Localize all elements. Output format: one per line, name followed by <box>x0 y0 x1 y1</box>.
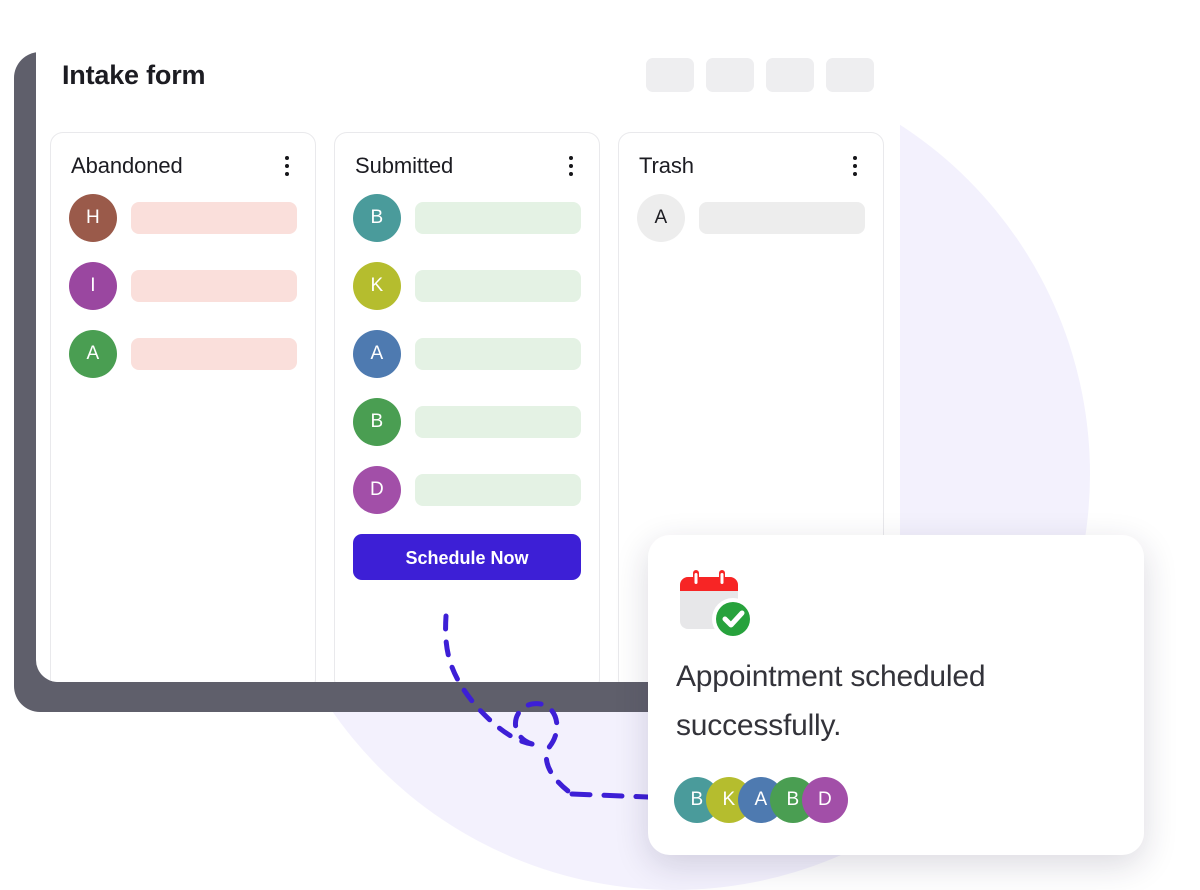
header-chip-group <box>646 58 874 92</box>
avatar: B <box>353 398 401 446</box>
avatar: A <box>69 330 117 378</box>
avatar: H <box>69 194 117 242</box>
list-item[interactable]: B <box>353 194 581 242</box>
kebab-menu-icon[interactable] <box>279 152 295 180</box>
row-placeholder-bar <box>131 270 297 302</box>
list-item[interactable]: H <box>69 194 297 242</box>
avatar: B <box>353 194 401 242</box>
list-item[interactable]: A <box>353 330 581 378</box>
column-title-trash: Trash <box>639 153 694 178</box>
notification-message: Appointment scheduled successfully. <box>676 660 986 742</box>
avatar: D <box>353 466 401 514</box>
column-rows-trash: A <box>619 180 883 242</box>
row-placeholder-bar <box>415 270 581 302</box>
calendar-check-icon <box>676 565 756 648</box>
list-item[interactable]: A <box>69 330 297 378</box>
kebab-menu-icon[interactable] <box>563 152 579 180</box>
list-item[interactable]: A <box>637 194 865 242</box>
column-submitted: Submitted B K A <box>334 132 600 682</box>
list-item[interactable]: I <box>69 262 297 310</box>
schedule-now-button[interactable]: Schedule Now <box>353 534 581 580</box>
column-rows-submitted: B K A B D <box>335 180 599 514</box>
column-title-submitted: Submitted <box>355 153 454 178</box>
list-item[interactable]: B <box>353 398 581 446</box>
list-item[interactable]: K <box>353 262 581 310</box>
column-abandoned: Abandoned H I A <box>50 132 316 682</box>
list-item[interactable]: D <box>353 466 581 514</box>
avatar: A <box>353 330 401 378</box>
avatar: K <box>353 262 401 310</box>
header-chip-4[interactable] <box>826 58 874 92</box>
row-placeholder-bar <box>415 202 581 234</box>
header-chip-2[interactable] <box>706 58 754 92</box>
row-placeholder-bar <box>131 338 297 370</box>
notification-avatar-group: B K A B D <box>674 777 848 823</box>
row-placeholder-bar <box>699 202 865 234</box>
kebab-menu-icon[interactable] <box>847 152 863 180</box>
row-placeholder-bar <box>415 406 581 438</box>
column-rows-abandoned: H I A <box>51 180 315 378</box>
avatar: I <box>69 262 117 310</box>
row-placeholder-bar <box>131 202 297 234</box>
column-title-abandoned: Abandoned <box>71 153 183 178</box>
header-chip-3[interactable] <box>766 58 814 92</box>
row-placeholder-bar <box>415 338 581 370</box>
column-header-abandoned: Abandoned <box>51 133 315 180</box>
avatar: D <box>802 777 848 823</box>
page-title: Intake form <box>62 60 206 90</box>
avatar: A <box>637 194 685 242</box>
header-chip-1[interactable] <box>646 58 694 92</box>
panel-header: Intake form <box>36 30 900 132</box>
row-placeholder-bar <box>415 474 581 506</box>
column-header-submitted: Submitted <box>335 133 599 180</box>
notification-card: Appointment scheduled successfully. B K … <box>648 535 1144 855</box>
column-header-trash: Trash <box>619 133 883 180</box>
